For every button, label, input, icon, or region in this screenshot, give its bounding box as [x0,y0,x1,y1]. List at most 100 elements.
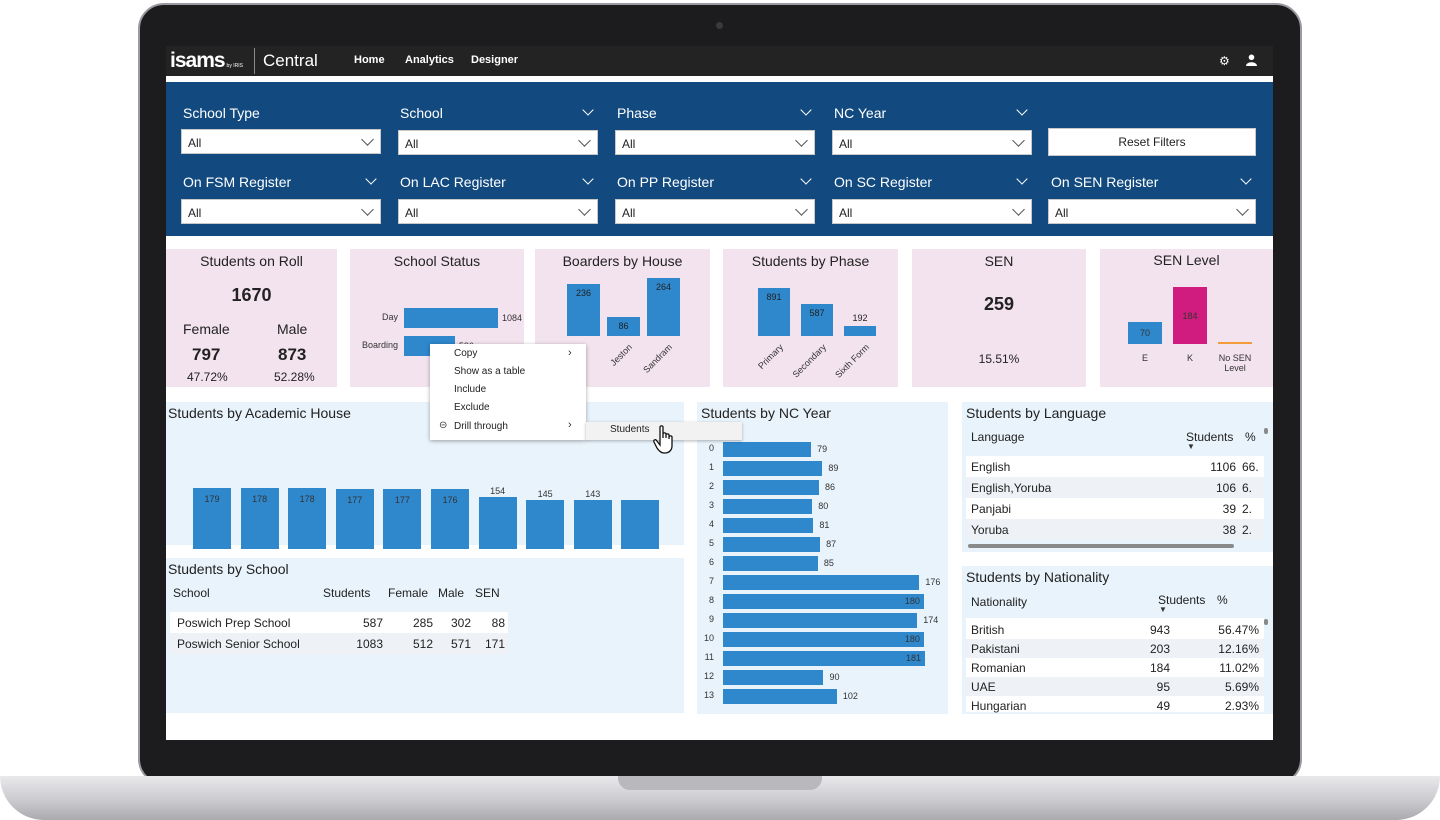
language-card[interactable]: Students by Language Language Students ▼% E… [962,402,1273,552]
nationality-cell[interactable]: Romanian [971,661,1026,675]
chevron-down-icon[interactable] [582,173,594,185]
school-table-cell[interactable]: 571 [450,637,471,651]
chevron-down-icon[interactable] [1016,104,1028,116]
nc-year-bar[interactable] [723,689,837,704]
school-table-cell[interactable]: 171 [484,637,505,651]
nav-designer[interactable]: Designer [471,54,519,66]
chevron-down-icon[interactable] [1240,173,1252,185]
fsm-select[interactable]: All [181,199,381,224]
academic-bar[interactable] [573,500,612,549]
reset-filters-button[interactable]: Reset Filters [1048,128,1256,156]
academic-bar[interactable] [478,496,517,549]
academic-bar[interactable] [431,489,469,549]
phase-select[interactable]: All [615,130,815,155]
nc-year-bar[interactable] [723,461,823,476]
user-icon[interactable] [1246,54,1257,69]
sen-select[interactable]: All [1048,199,1256,224]
school-type-select[interactable]: All [181,129,381,154]
school-table-cell[interactable]: Poswich Prep School [177,616,291,630]
language-cell[interactable]: English [971,460,1011,474]
nationality-cell[interactable]: Hungarian [971,699,1027,713]
menu-item-copy[interactable]: Copy [454,348,478,359]
menu-item-exclude[interactable]: Exclude [454,402,490,413]
nationality-cell[interactable]: UAE [971,680,996,694]
nc-year-bar[interactable] [723,480,819,495]
menu-item-show-as-table[interactable]: Show as a table [454,366,526,377]
school-table-cell[interactable]: 88 [491,616,505,630]
nc-year-bar[interactable] [723,556,818,571]
chevron-down-icon[interactable] [582,104,594,116]
language-cell[interactable]: Yoruba [971,523,1009,537]
nav-home[interactable]: Home [354,54,385,66]
language-pct[interactable]: 2. [1242,502,1253,516]
vertical-scrollbar[interactable] [1264,619,1268,625]
nationality-count[interactable]: 184 [1149,661,1170,675]
school-table-cell[interactable]: 302 [450,616,471,630]
boarders-bar[interactable] [567,284,600,336]
menu-item-include[interactable]: Include [454,384,487,395]
boarders-bar[interactable] [607,317,640,336]
submenu-item-students[interactable]: Students [610,424,650,435]
menu-item-drill-through[interactable]: Drill through [454,421,508,432]
academic-bar[interactable] [193,488,231,549]
pp-select[interactable]: All [615,199,815,224]
academic-bar[interactable] [383,488,422,549]
language-pct[interactable]: 2. [1242,523,1253,537]
sen-level-bar[interactable] [1173,287,1207,344]
nc-year-bar[interactable] [723,651,925,666]
nav-analytics[interactable]: Analytics [405,54,454,66]
school-table-cell[interactable]: Poswich Senior School [177,637,300,651]
nc-year-select[interactable]: All [832,130,1032,155]
school-table-cell[interactable]: 587 [362,616,383,630]
nationality-count[interactable]: 203 [1149,642,1170,656]
language-pct[interactable]: 6. [1242,481,1253,495]
students-on-roll-card[interactable]: Students on Roll 1670 Female Male 797 87… [166,249,337,387]
nationality-pct[interactable]: 5.69% [1224,680,1259,694]
nc-year-bar[interactable] [723,442,812,457]
nc-year-bar[interactable] [723,518,814,533]
boarders-bar[interactable] [647,278,680,336]
vertical-scrollbar[interactable] [1264,428,1268,434]
students-by-school-card[interactable]: Students by School School Students Female M… [166,558,684,713]
chevron-down-icon[interactable] [800,173,812,185]
sen-card[interactable]: SEN 259 15.51% [912,249,1086,387]
nationality-count[interactable]: 943 [1149,623,1170,637]
nationality-card[interactable]: Students by Nationality Nationality Stude… [962,566,1273,714]
nc-year-bar[interactable] [723,575,920,590]
nationality-cell[interactable]: British [971,623,1005,637]
language-count[interactable]: 1106 [1210,460,1236,474]
nationality-pct[interactable]: 11.02% [1219,661,1259,675]
nationality-cell[interactable]: Pakistani [971,642,1020,656]
language-cell[interactable]: English,Yoruba [971,481,1052,495]
language-count[interactable]: 39 [1222,502,1236,516]
language-count[interactable]: 106 [1215,481,1236,495]
phase-bar[interactable] [758,288,790,336]
school-table-cell[interactable]: 1083 [356,637,383,651]
academic-bar[interactable] [240,488,279,549]
language-count[interactable]: 38 [1222,523,1236,537]
language-pct[interactable]: 66. [1242,460,1259,474]
status-bar[interactable] [404,308,498,328]
nc-year-bar[interactable] [723,670,824,685]
academic-bar[interactable] [621,500,660,549]
nationality-count[interactable]: 95 [1156,680,1170,694]
sc-select[interactable]: All [832,199,1032,224]
school-table-cell[interactable]: 285 [412,616,433,630]
lac-select[interactable]: All [398,199,598,224]
gear-icon[interactable]: ⚙ [1219,54,1230,68]
nationality-count[interactable]: 49 [1156,699,1170,713]
nc-year-bar[interactable] [723,613,918,628]
language-cell[interactable]: Panjabi [971,502,1012,516]
chevron-down-icon[interactable] [365,173,377,185]
academic-bar[interactable] [335,488,374,549]
sen-level-bar[interactable] [1128,322,1162,344]
school-select[interactable]: All [398,130,598,155]
nc-year-bar[interactable] [723,499,813,514]
chevron-down-icon[interactable] [1016,173,1028,185]
horizontal-scrollbar[interactable] [968,544,1234,548]
nc-year-bar[interactable] [723,537,821,552]
sen-level-card[interactable]: SEN Level 70 E 184 K No SEN Level [1100,249,1273,387]
nc-year-card[interactable]: Students by NC Year 0 79 1 89 2 86 3 80 4 81 5 87 6 8… [697,402,948,714]
nationality-pct[interactable]: 56.47% [1218,623,1259,637]
school-table-cell[interactable]: 512 [412,637,433,651]
